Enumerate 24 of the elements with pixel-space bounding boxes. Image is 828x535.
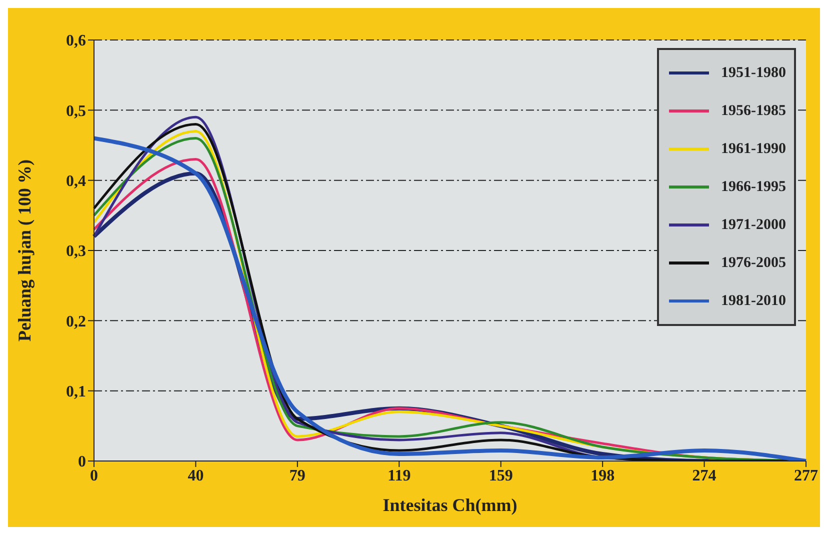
x-tick-label: 277: [794, 467, 818, 484]
x-tick-label: 119: [388, 467, 411, 484]
legend-label: 1966-1995: [721, 178, 786, 196]
x-tick-label: 0: [90, 467, 98, 484]
x-tick-label: 40: [188, 467, 204, 484]
y-tick-label: 0,6: [66, 32, 86, 50]
x-tick-label: 198: [590, 467, 615, 484]
y-tick-label: 0,2: [66, 313, 86, 330]
x-axis-title: Intesitas Ch(mm): [382, 495, 518, 515]
legend-label: 1981-2010: [721, 292, 786, 310]
y-tick-label: 0,4: [66, 173, 86, 190]
y-tick-label: 0,1: [66, 384, 86, 401]
y-axis-title: Peluang hujan ( 100 %): [14, 159, 34, 342]
x-tick-label: 159: [488, 467, 513, 484]
x-tick-label: 274: [692, 467, 716, 484]
legend-label: 1951-1980: [721, 64, 786, 82]
y-tick-label: 0,5: [66, 102, 86, 120]
x-tick-label: 79: [289, 467, 306, 484]
legend-label: 1956-1985: [721, 102, 786, 120]
legend-label: 1961-1990: [721, 140, 786, 158]
y-tick-label: 0,3: [66, 243, 86, 260]
legend-label: 1971-2000: [721, 216, 786, 234]
y-tick-label: 0: [78, 454, 86, 471]
legend-label: 1976-2005: [721, 254, 786, 272]
